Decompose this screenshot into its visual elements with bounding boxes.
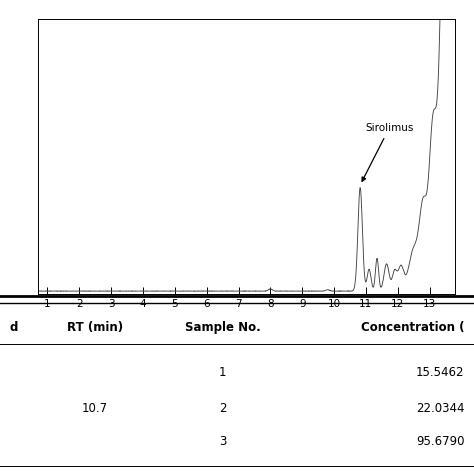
Text: Concentration (: Concentration ( xyxy=(361,321,465,334)
Text: 1: 1 xyxy=(219,366,227,379)
Text: Sample No.: Sample No. xyxy=(185,321,261,334)
Text: 2: 2 xyxy=(219,401,227,415)
Text: 22.0344: 22.0344 xyxy=(416,401,465,415)
Text: d: d xyxy=(9,321,18,334)
Text: 15.5462: 15.5462 xyxy=(416,366,465,379)
Text: 3: 3 xyxy=(219,435,227,448)
Text: 10.7: 10.7 xyxy=(82,401,108,415)
Text: 95.6790: 95.6790 xyxy=(416,435,465,448)
Text: Sirolimus: Sirolimus xyxy=(362,123,413,181)
Text: RT (min): RT (min) xyxy=(67,321,123,334)
